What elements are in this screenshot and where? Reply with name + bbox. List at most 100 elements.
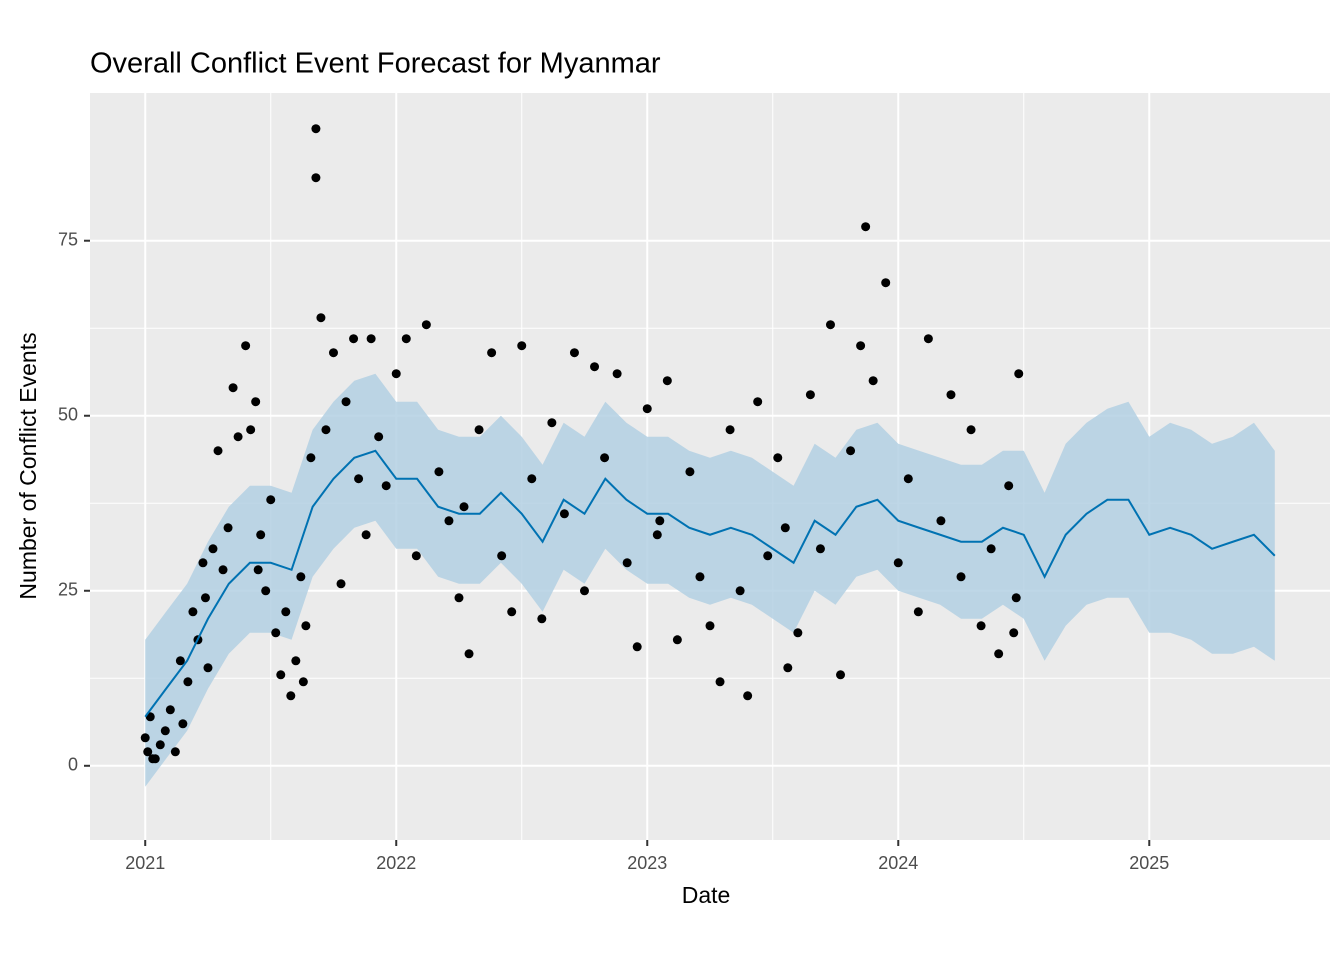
observed-point — [241, 341, 251, 351]
observed-point — [805, 390, 815, 400]
observed-point — [170, 747, 180, 757]
observed-point — [783, 663, 793, 673]
observed-point — [705, 621, 715, 631]
observed-point — [569, 348, 579, 358]
observed-point — [497, 551, 507, 561]
uncertainty-band — [145, 373, 1275, 787]
observed-point — [743, 691, 753, 701]
x-tick-label: 2022 — [376, 853, 416, 873]
observed-point — [140, 733, 150, 743]
observed-point — [685, 467, 695, 477]
observed-point — [1011, 593, 1021, 603]
observed-point — [311, 124, 321, 134]
observed-point — [188, 607, 198, 617]
observed-point — [213, 446, 223, 456]
observed-point — [846, 446, 856, 456]
observed-point — [662, 376, 672, 386]
observed-point — [464, 649, 474, 659]
observed-point — [753, 397, 763, 407]
observed-point — [612, 369, 622, 379]
observed-point — [868, 376, 878, 386]
observed-point — [856, 341, 866, 351]
observed-point — [825, 320, 835, 330]
observed-point — [986, 544, 996, 554]
observed-point — [411, 551, 421, 561]
observed-point — [773, 453, 783, 463]
observed-point — [286, 691, 296, 701]
observed-point — [148, 754, 158, 764]
observed-point — [590, 362, 600, 372]
observed-point — [652, 530, 662, 540]
observed-point — [143, 747, 153, 757]
x-axis-title: Date — [682, 882, 731, 908]
observed-point — [507, 607, 517, 617]
observed-point — [881, 278, 891, 288]
observed-point — [655, 516, 665, 526]
observed-point — [203, 663, 213, 673]
observed-point — [198, 558, 208, 568]
observed-point — [218, 565, 228, 575]
observed-point — [253, 565, 263, 575]
observed-point — [321, 425, 331, 435]
observed-point — [861, 222, 871, 232]
observed-point — [454, 593, 464, 603]
observed-point — [160, 726, 170, 736]
observed-point — [228, 383, 238, 393]
y-tick-label: 75 — [58, 229, 78, 249]
observed-point — [316, 313, 326, 323]
x-tick-label: 2024 — [878, 853, 918, 873]
observed-point — [301, 621, 311, 631]
observed-point — [178, 719, 188, 729]
observed-point — [233, 432, 243, 442]
observed-point — [815, 544, 825, 554]
observed-point — [261, 586, 271, 596]
y-tick-label: 50 — [58, 404, 78, 424]
observed-point — [354, 474, 364, 484]
observed-point — [434, 467, 444, 477]
chart-title: Overall Conflict Event Forecast for Myan… — [90, 48, 661, 80]
y-tick-label: 25 — [58, 580, 78, 600]
observed-point — [956, 572, 966, 582]
y-tick-label: 0 — [68, 755, 78, 775]
observed-point — [266, 495, 276, 505]
observed-point — [487, 348, 497, 358]
observed-point — [632, 642, 642, 652]
observed-point — [208, 544, 218, 554]
observed-point — [780, 523, 790, 533]
x-tick-label: 2021 — [125, 853, 165, 873]
observed-point — [175, 656, 185, 666]
observed-point — [600, 453, 610, 463]
observed-point — [793, 628, 803, 638]
observed-point — [537, 614, 547, 624]
observed-point — [622, 558, 632, 568]
observed-point — [976, 621, 986, 631]
observed-point — [559, 509, 569, 519]
observed-point — [336, 579, 346, 589]
observed-point — [349, 334, 359, 344]
observed-point — [391, 369, 401, 379]
observed-point — [923, 334, 933, 344]
observed-point — [223, 523, 233, 533]
observed-point — [306, 453, 316, 463]
observed-point — [298, 677, 308, 687]
forecast-line — [144, 449, 1276, 718]
observed-point — [735, 586, 745, 596]
observed-point — [946, 390, 956, 400]
observed-point — [444, 516, 454, 526]
observed-point — [361, 530, 371, 540]
observed-point — [672, 635, 682, 645]
observed-point — [296, 572, 306, 582]
observed-point — [276, 670, 286, 680]
observed-point — [642, 404, 652, 414]
observed-point — [291, 656, 301, 666]
observed-point — [1009, 628, 1019, 638]
observed-point — [401, 334, 411, 344]
observed-point — [246, 425, 256, 435]
observed-point — [251, 397, 261, 407]
observed-point — [1004, 481, 1014, 491]
observed-point — [459, 502, 469, 512]
observed-point — [421, 320, 431, 330]
x-tick-label: 2025 — [1129, 853, 1169, 873]
y-axis-title: Number of Conflict Events — [15, 332, 41, 599]
